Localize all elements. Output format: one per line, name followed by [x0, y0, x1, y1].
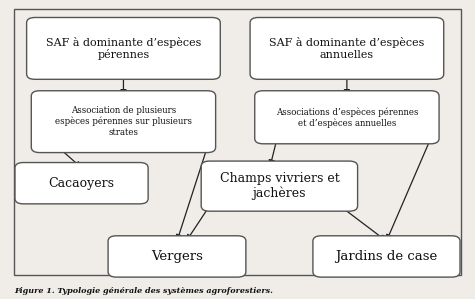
- Text: Cacaoyers: Cacaoyers: [48, 177, 114, 190]
- FancyBboxPatch shape: [27, 18, 220, 79]
- FancyBboxPatch shape: [31, 91, 216, 152]
- FancyBboxPatch shape: [108, 236, 246, 277]
- Text: SAF à dominante d’espèces
pérennes: SAF à dominante d’espèces pérennes: [46, 36, 201, 60]
- Text: Jardins de case: Jardins de case: [335, 250, 437, 263]
- Text: Association de plusieurs
espèces pérennes sur plusieurs
strates: Association de plusieurs espèces pérenne…: [55, 106, 192, 137]
- FancyBboxPatch shape: [313, 236, 460, 277]
- FancyBboxPatch shape: [201, 161, 358, 211]
- FancyBboxPatch shape: [255, 91, 439, 144]
- Text: Figure 1. Typologie générale des systèmes agroforestiers.: Figure 1. Typologie générale des système…: [14, 287, 273, 295]
- Text: Vergers: Vergers: [151, 250, 203, 263]
- Text: Champs vivriers et
jachères: Champs vivriers et jachères: [219, 172, 339, 200]
- FancyBboxPatch shape: [15, 163, 148, 204]
- Text: SAF à dominante d’espèces
annuelles: SAF à dominante d’espèces annuelles: [269, 37, 425, 60]
- FancyBboxPatch shape: [250, 18, 444, 79]
- Text: Associations d’espèces pérennes
et d’espèces annuelles: Associations d’espèces pérennes et d’esp…: [276, 107, 418, 127]
